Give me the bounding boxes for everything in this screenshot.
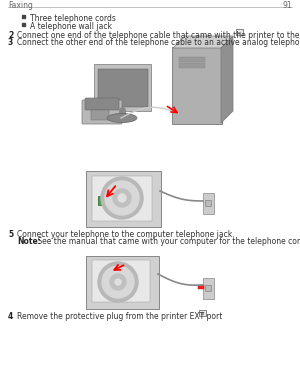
Text: 91: 91 (282, 1, 292, 10)
Circle shape (98, 262, 138, 302)
Polygon shape (221, 36, 233, 123)
Text: Note:: Note: (17, 237, 41, 246)
FancyBboxPatch shape (92, 260, 150, 302)
Bar (22, 15, 25, 18)
Ellipse shape (108, 114, 136, 122)
FancyBboxPatch shape (92, 176, 152, 221)
FancyBboxPatch shape (205, 285, 211, 291)
FancyBboxPatch shape (85, 256, 158, 308)
FancyBboxPatch shape (198, 285, 204, 289)
Circle shape (113, 189, 131, 207)
Text: Faxing: Faxing (8, 1, 33, 10)
Circle shape (102, 266, 134, 298)
Circle shape (115, 279, 121, 285)
Polygon shape (173, 36, 233, 48)
Circle shape (105, 181, 139, 215)
Bar (22, 23, 25, 26)
Text: Remove the protective plug from the printer EXT port: Remove the protective plug from the prin… (17, 312, 222, 321)
FancyBboxPatch shape (91, 110, 109, 120)
FancyBboxPatch shape (82, 100, 122, 124)
FancyBboxPatch shape (202, 277, 214, 298)
FancyBboxPatch shape (179, 57, 205, 62)
FancyBboxPatch shape (205, 200, 211, 206)
Text: ═: ═ (200, 312, 203, 317)
Text: 5: 5 (8, 230, 13, 239)
FancyBboxPatch shape (94, 64, 151, 111)
Text: See the manual that came with your computer for the telephone connections.: See the manual that came with your compu… (35, 237, 300, 246)
FancyBboxPatch shape (98, 69, 148, 106)
Circle shape (101, 177, 143, 219)
Text: Connect your telephone to the computer telephone jack.: Connect your telephone to the computer t… (17, 230, 235, 239)
Text: A telephone wall jack: A telephone wall jack (30, 22, 112, 31)
Circle shape (110, 274, 126, 290)
FancyBboxPatch shape (202, 192, 214, 213)
FancyBboxPatch shape (85, 98, 119, 110)
Text: Connect one end of the telephone cable that came with the printer to the printer: Connect one end of the telephone cable t… (17, 31, 300, 40)
Text: Three telephone cords: Three telephone cords (30, 14, 116, 23)
FancyBboxPatch shape (85, 170, 160, 227)
Text: ═: ═ (237, 31, 240, 36)
Text: 3: 3 (8, 38, 13, 47)
FancyBboxPatch shape (236, 29, 243, 35)
FancyBboxPatch shape (179, 63, 205, 68)
FancyBboxPatch shape (172, 47, 222, 124)
FancyBboxPatch shape (199, 310, 206, 316)
Circle shape (118, 194, 126, 202)
FancyBboxPatch shape (98, 196, 109, 204)
Text: Connect the other end of the telephone cable to an active analog telephone wall : Connect the other end of the telephone c… (17, 38, 300, 47)
Text: 4: 4 (8, 312, 13, 321)
Text: 2: 2 (8, 31, 13, 40)
FancyBboxPatch shape (100, 198, 106, 202)
